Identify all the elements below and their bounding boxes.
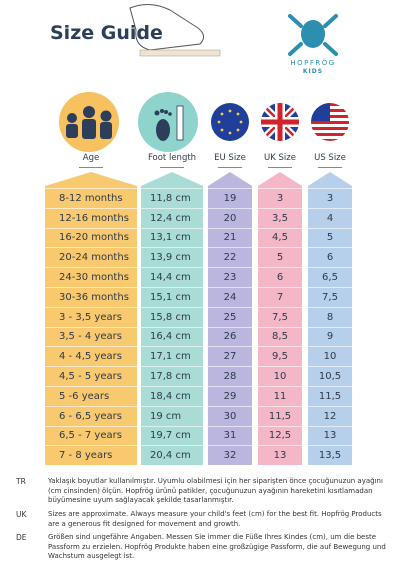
table-cell: 4,5: [258, 227, 302, 248]
note-lang: DE: [16, 533, 27, 542]
table-cell: 11,5: [258, 405, 302, 426]
foot-sketch: [129, 4, 221, 57]
note-text: Sizes are approximate. Always measure yo…: [48, 510, 382, 528]
table-cell: 9,5: [258, 346, 302, 366]
title: Size Guide: [50, 22, 163, 44]
header-rule: [79, 167, 103, 168]
table-cell: 7: [258, 287, 302, 307]
table-cell: 3: [308, 188, 352, 208]
column-band: [308, 172, 352, 466]
table-cell: 26: [208, 326, 252, 347]
header-rule: [318, 167, 342, 168]
table-cell: 24: [208, 287, 252, 307]
table-cell: 15,8 cm: [141, 306, 203, 327]
table-cell: 6,5 - 7 years: [45, 425, 137, 446]
table-cell: 6: [258, 267, 302, 287]
table-cell: 10: [308, 346, 352, 366]
table-cell: 13: [308, 425, 352, 446]
header-rule: [268, 167, 292, 168]
note-lang: TR: [16, 477, 26, 486]
table-cell: 5 -6 years: [45, 386, 137, 406]
table-cell: 7,5: [308, 287, 352, 307]
table-cell: 11,5: [308, 386, 352, 406]
icons-row: [59, 92, 349, 152]
table-cell: 13: [258, 445, 302, 465]
table-cell: 17,1 cm: [141, 346, 203, 366]
note-text: Größen sind ungefähre Angaben. Messen Si…: [48, 533, 386, 561]
column-band: [258, 172, 302, 466]
table-cell: 16,4 cm: [141, 326, 203, 347]
table-cell: 8-12 months: [45, 188, 137, 208]
table-cell: 12,4 cm: [141, 207, 203, 228]
brand: HOPFRÖG: [290, 59, 336, 67]
table-cell: 10: [258, 366, 302, 386]
column-header: US Size: [314, 153, 346, 163]
table-cell: 32: [208, 445, 252, 465]
header-rule: [218, 167, 242, 168]
table-cell: 25: [208, 306, 252, 327]
table-cell: 13,5: [308, 445, 352, 465]
table-cell: 17,8 cm: [141, 366, 203, 386]
column-band: [141, 172, 203, 466]
table-cell: 19 cm: [141, 405, 203, 426]
table-cell: 22: [208, 247, 252, 267]
column-header: Foot length: [147, 153, 197, 163]
table-cell: 8: [308, 306, 352, 327]
table-cell: 7 - 8 years: [45, 445, 137, 465]
table-cell: 6,5: [308, 267, 352, 287]
table-cell: 11,8 cm: [141, 188, 203, 208]
table-cell: 21: [208, 227, 252, 248]
brand-sub: KIDS: [302, 68, 324, 75]
table-cell: 30: [208, 405, 252, 426]
table-cell: 19: [208, 188, 252, 208]
table-cell: 3 - 3,5 years: [45, 306, 137, 327]
table-cell: 10,5: [308, 366, 352, 386]
table-cell: 5: [258, 247, 302, 267]
table-cell: 13,1 cm: [141, 227, 203, 248]
table-cell: 18,4 cm: [141, 386, 203, 406]
table-cell: 11: [258, 386, 302, 406]
column-header: UK Size: [264, 153, 296, 163]
table-cell: 6 - 6,5 years: [45, 405, 137, 426]
table-cell: 12,5: [258, 425, 302, 446]
table-cell: 16-20 months: [45, 227, 137, 248]
table-cell: 9: [308, 326, 352, 347]
table-cell: 19,7 cm: [141, 425, 203, 446]
table-cell: 3,5: [258, 207, 302, 228]
table-cell: 12-16 months: [45, 207, 137, 228]
column-header: EU Size: [214, 153, 246, 163]
column-header: Age: [82, 153, 100, 163]
table-cell: 20: [208, 207, 252, 228]
table-cell: 23: [208, 267, 252, 287]
table-cell: 3: [258, 188, 302, 208]
table-cell: 28: [208, 366, 252, 386]
table-cell: 4,5 - 5 years: [45, 366, 137, 386]
table-cell: 3,5 - 4 years: [45, 326, 137, 347]
table-cell: 7,5: [258, 306, 302, 327]
table-cell: 12: [308, 405, 352, 426]
table-cell: 29: [208, 386, 252, 406]
table-cell: 31: [208, 425, 252, 446]
table-cell: 20,4 cm: [141, 445, 203, 465]
column-band: [208, 172, 252, 466]
table-cell: 20-24 months: [45, 247, 137, 267]
table-cell: 30-36 months: [45, 287, 137, 307]
note-text: Yaklaşık boyutlar kullanılmıştır. Uyumlu…: [48, 477, 383, 505]
table-cell: 4: [308, 207, 352, 228]
table-cell: 24-30 months: [45, 267, 137, 287]
table-cell: 4 - 4,5 years: [45, 346, 137, 366]
table-cell: 15,1 cm: [141, 287, 203, 307]
note-lang: UK: [16, 510, 27, 519]
table-cell: 27: [208, 346, 252, 366]
frog-logo: [288, 14, 338, 56]
table-cell: 6: [308, 247, 352, 267]
header-rule: [160, 167, 184, 168]
column-band: [45, 172, 137, 466]
table-cell: 13,9 cm: [141, 247, 203, 267]
table-cell: 5: [308, 227, 352, 248]
table-cell: 8,5: [258, 326, 302, 347]
table-cell: 14,4 cm: [141, 267, 203, 287]
